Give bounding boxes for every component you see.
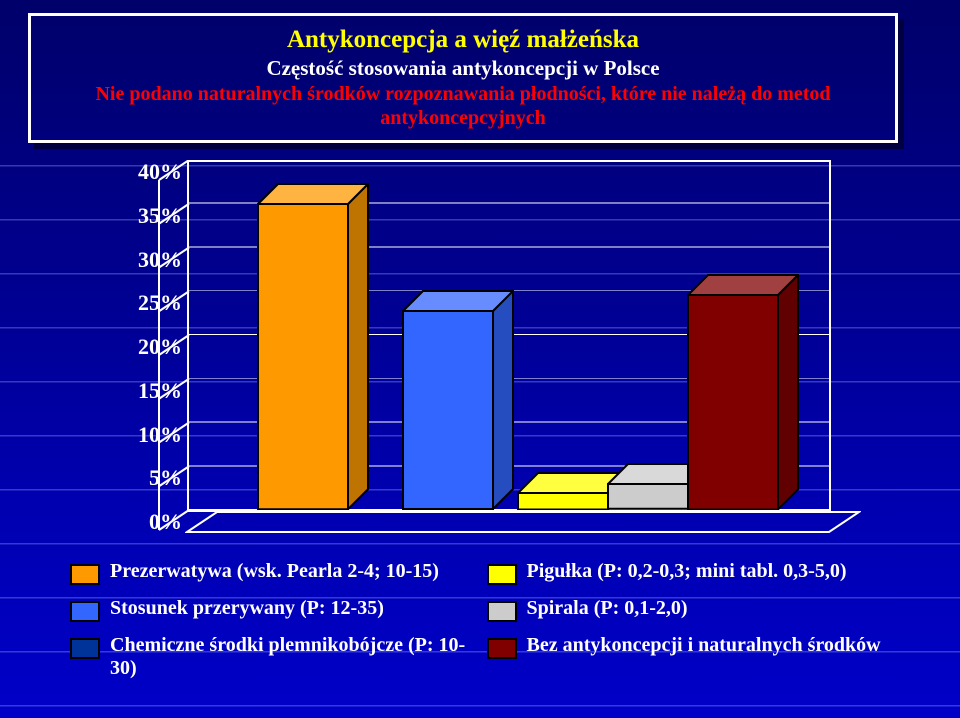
legend-label: Bez antykoncepcji i naturalnych środków [527,634,881,657]
legend-label: Spirala (P: 0,1-2,0) [527,597,688,620]
legend-swatch [487,601,517,622]
legend-swatch [487,638,517,659]
title-main: Antykoncepcja a więź małżeńska [55,26,871,54]
legend-item-chemiczne: Chemiczne środki plemnikobójcze (P: 10-3… [70,634,469,680]
legend-label: Pigułka (P: 0,2-0,3; mini tabl. 0,3-5,0) [527,560,847,583]
legend-item-stosunek: Stosunek przerywany (P: 12-35) [70,597,469,622]
bar-bez [687,274,799,511]
legend-label: Prezerwatywa (wsk. Pearla 2-4; 10-15) [110,560,439,583]
legend-item-prezerwatywa: Prezerwatywa (wsk. Pearla 2-4; 10-15) [70,560,469,585]
legend-item-pigulka: Pigułka (P: 0,2-0,3; mini tabl. 0,3-5,0) [487,560,886,585]
legend-swatch [487,564,517,585]
bar-stosunek [402,290,514,510]
legend-swatch [70,601,100,622]
legend-row: Chemiczne środki plemnikobójcze (P: 10-3… [70,634,885,680]
title-subtitle: Częstość stosowania antykoncepcji w Pols… [55,56,871,81]
legend-label: Stosunek przerywany (P: 12-35) [110,597,384,620]
plot-area [187,180,827,530]
bar-chart: 0%5%10%15%20%25%30%35%40% [70,180,885,690]
legend-swatch [70,638,100,659]
slide: Antykoncepcja a więź małżeńska Częstość … [0,0,960,718]
bar-prezerwatywa [257,183,369,510]
legend-label: Chemiczne środki plemnikobójcze (P: 10-3… [110,634,469,680]
legend-swatch [70,564,100,585]
title-box: Antykoncepcja a więź małżeńska Częstość … [28,13,898,143]
chart-side-wall [157,160,187,530]
legend-row: Stosunek przerywany (P: 12-35) Spirala (P… [70,597,885,622]
bars-container [187,180,827,510]
legend: Prezerwatywa (wsk. Pearla 2-4; 10-15) Pig… [70,560,885,692]
legend-row: Prezerwatywa (wsk. Pearla 2-4; 10-15) Pig… [70,560,885,585]
legend-item-bez: Bez antykoncepcji i naturalnych środków [487,634,886,659]
chart-floor [187,510,827,530]
legend-item-spirala: Spirala (P: 0,1-2,0) [487,597,886,622]
title-note: Nie podano naturalnych środków rozpoznaw… [55,82,871,130]
